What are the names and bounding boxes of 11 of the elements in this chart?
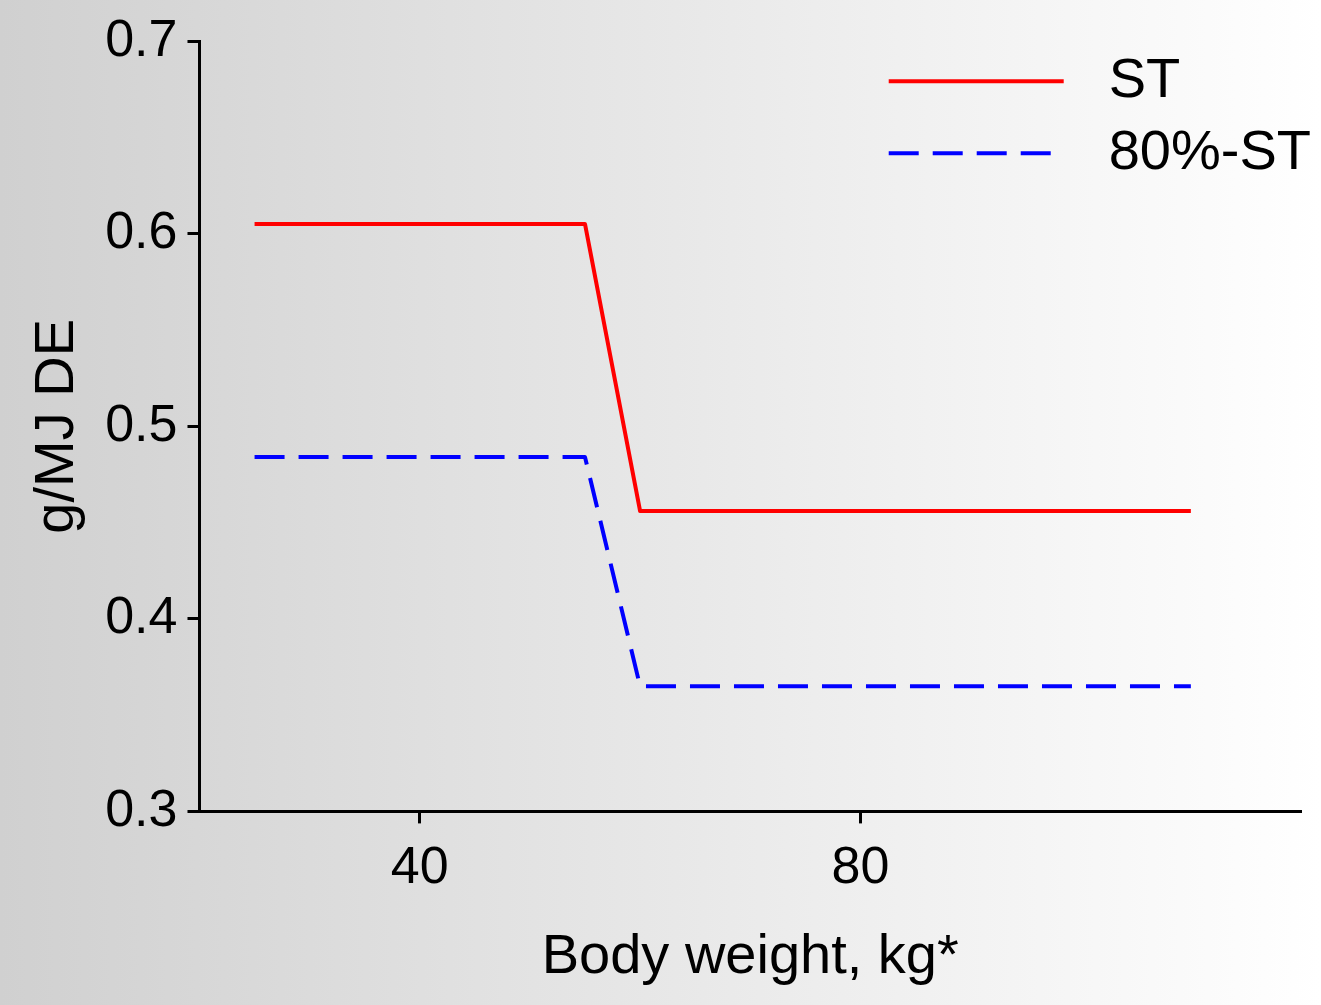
x-tick-label: 40 [390, 835, 449, 894]
x-tick-label: 80 [831, 835, 890, 894]
y-tick-label: 0.4 [105, 586, 178, 645]
y-tick-label: 0.6 [105, 201, 178, 260]
x-axis-title: Body weight, kg* [541, 921, 959, 985]
legend-label: 80%-ST [1108, 117, 1312, 181]
y-tick-label: 0.5 [105, 393, 178, 452]
y-tick-label: 0.7 [105, 8, 178, 67]
y-axis-title: g/MJ DE [22, 318, 86, 534]
legend-label: ST [1108, 45, 1181, 109]
y-tick-label: 0.3 [105, 778, 178, 837]
